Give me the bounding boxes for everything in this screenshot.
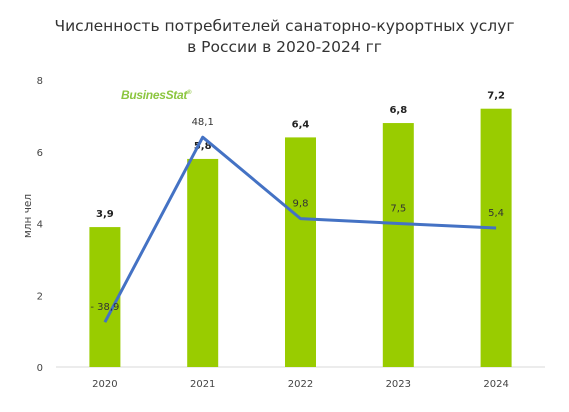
- x-tick-label: 2024: [483, 379, 508, 390]
- x-tick-label: 2022: [288, 379, 313, 390]
- bar-value-label: 7,2: [487, 91, 505, 102]
- y-tick-label: 2: [37, 291, 43, 302]
- chart-title-line-2: в России в 2020-2024 гг: [187, 38, 382, 56]
- bar-2023: [382, 123, 414, 367]
- businesstat-logo: BusinesStat®: [121, 88, 191, 102]
- y-tick-label: 4: [37, 220, 43, 231]
- bar-2021: [187, 158, 219, 367]
- bar-value-label: 3,9: [96, 209, 114, 220]
- bar-2022: [285, 137, 316, 367]
- growth-value-label: 7,5: [390, 204, 406, 215]
- logo-text: BusinesStat: [121, 88, 188, 102]
- bar-2024: [480, 108, 512, 367]
- chart-title-line-1: Численность потребителей санаторно-курор…: [54, 17, 515, 35]
- bar-2020: [89, 227, 121, 367]
- growth-value-label: 48,1: [192, 117, 214, 128]
- y-tick-label: 6: [37, 148, 43, 159]
- x-tick-label: 2021: [190, 379, 215, 390]
- x-tick-label: 2020: [92, 379, 117, 390]
- growth-line: [103, 135, 497, 323]
- bar-value-label: 6,8: [389, 105, 407, 116]
- y-tick-label: 0: [37, 363, 43, 374]
- y-tick-label: 8: [37, 76, 43, 87]
- growth-value-label: 5,4: [488, 208, 504, 219]
- x-tick-label: 2023: [386, 379, 411, 390]
- bar-value-label: 5,8: [194, 141, 212, 152]
- logo-registered-mark: ®: [187, 90, 192, 96]
- growth-value-label: - 38,9: [90, 302, 119, 313]
- growth-value-label: 9,8: [293, 199, 309, 210]
- bar-value-label: 6,4: [292, 119, 310, 130]
- chart-title: Численность потребителей санаторно-курор…: [0, 16, 569, 58]
